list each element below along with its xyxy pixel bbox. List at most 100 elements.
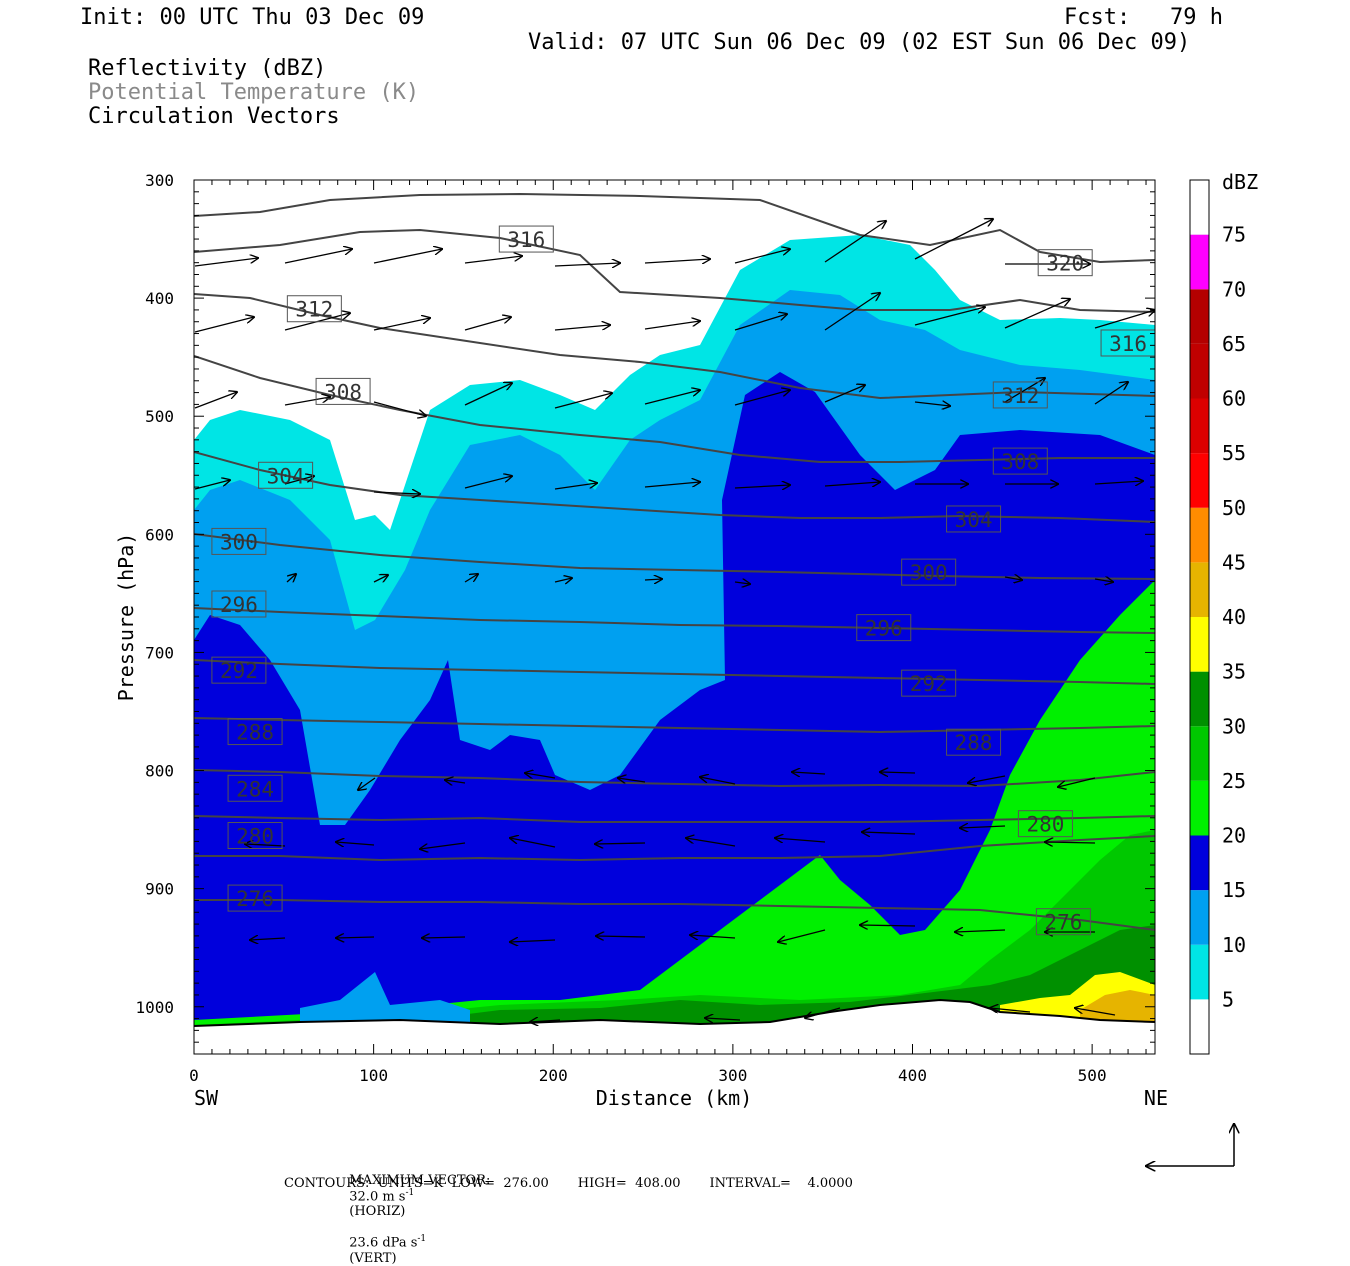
max-vector-line: MAXIMUM VECTOR: 32.0 m s-1 (HORIZ) 23.6 …: [349, 1173, 491, 1266]
vector-arrow: [420, 842, 466, 849]
vector-arrow: [510, 838, 556, 848]
colorbar-swatch: [1190, 890, 1209, 945]
vector-arrow: [464, 256, 522, 264]
vector-arrow: [734, 582, 750, 584]
colorbar-swatch-top: [1190, 180, 1209, 235]
theta-label-box: [946, 505, 1002, 533]
vector-arrow: [960, 826, 1006, 828]
colorbar-level-label: 10: [1222, 933, 1246, 957]
theta-line: [194, 717, 1155, 734]
field-reflectivity: Reflectivity (dBZ): [88, 56, 327, 81]
colorbar-level-label: 60: [1222, 387, 1246, 411]
theta-label: 292: [910, 672, 948, 696]
vector-arrow: [445, 780, 466, 783]
colorbar-title: dBZ: [1222, 170, 1258, 194]
colorbar-swatch: [1190, 780, 1209, 836]
vector-arrow: [734, 485, 790, 488]
vector-arrow: [358, 777, 376, 790]
colorbar-swatch: [1190, 944, 1209, 1000]
colorbar-swatch: [1190, 617, 1209, 672]
field-circulation-vectors: Circulation Vectors: [88, 104, 340, 129]
theta-label: 304: [955, 508, 993, 532]
vector-arrow: [705, 1018, 741, 1020]
vector-arrow: [778, 929, 826, 942]
vector-arrow: [336, 937, 375, 938]
theta-contour-labels: 316 320 312 316 308 312 304 308 304 300 300 296 296 2…: [211, 225, 1155, 936]
theta-label-box: [227, 774, 283, 802]
init-time: Init: 00 UTC Thu 03 Dec 09: [80, 5, 425, 30]
theta-line: [194, 815, 1155, 823]
theta-label: 300: [910, 561, 948, 585]
vector-arrow: [194, 258, 258, 267]
x-tick-label: 200: [539, 1066, 568, 1085]
colorbar-swatch: [1190, 562, 1209, 617]
theta-label: 308: [324, 380, 362, 404]
colorbar-swatch: [1190, 453, 1209, 508]
vector-arrow: [464, 574, 478, 583]
y-tick-label: 900: [145, 880, 174, 899]
vector-arrow: [554, 263, 620, 266]
circulation-vectors: [194, 219, 1155, 1022]
vector-arrow: [700, 777, 736, 785]
theta-label-box: [1017, 810, 1073, 838]
vector-arrow: [1094, 579, 1113, 582]
theta-line: [194, 533, 1155, 580]
theta-line: [194, 769, 1155, 788]
theta-line: [194, 451, 1155, 523]
vector-arrow: [373, 318, 430, 331]
vector-arrow: [644, 390, 700, 405]
vector-arrow: [464, 317, 511, 331]
theta-label: 288: [955, 731, 993, 755]
vector-arrow: [914, 219, 993, 260]
max-vert-value: 23.6 dPa s: [349, 1235, 418, 1251]
colorbar-level-label: 65: [1222, 332, 1246, 356]
vector-arrow: [955, 930, 1006, 932]
vector-arrow: [805, 1007, 841, 1018]
x-end-label-right: NE: [1144, 1086, 1168, 1110]
vector-arrow: [336, 842, 375, 845]
vector-arrow: [373, 401, 426, 416]
vector-arrow: [1094, 382, 1128, 405]
vector-arrow: [373, 249, 442, 264]
vector-arrow: [862, 832, 916, 834]
vector-arrow: [595, 843, 646, 844]
theta-label: 320: [1046, 252, 1084, 276]
theta-label: 292: [220, 659, 258, 683]
terrain-line: [194, 998, 1155, 1027]
theta-label-box: [1100, 329, 1155, 357]
theta-label: 312: [295, 298, 333, 322]
vector-arrow: [373, 492, 420, 494]
colorbar-level-label: 25: [1222, 769, 1246, 793]
theta-line: [194, 899, 1155, 931]
vector-arrow: [644, 259, 710, 263]
vert-unit: (VERT): [349, 1250, 397, 1266]
vector-arrow: [373, 575, 388, 582]
vector-arrow: [464, 383, 512, 406]
theta-label-box: [258, 461, 314, 489]
colorbar-swatch-below: [1190, 999, 1209, 1054]
vector-arrow: [245, 844, 286, 846]
vector-arrow: [596, 936, 646, 937]
theta-label: 296: [220, 593, 258, 617]
x-axis-title: Distance (km): [596, 1086, 753, 1110]
colorbar-level-label: 5: [1222, 987, 1234, 1011]
vector-arrow: [554, 483, 597, 490]
theta-label: 316: [1109, 332, 1147, 356]
y-tick-label: 400: [145, 289, 174, 308]
colorbar-level-label: 75: [1222, 223, 1246, 247]
y-tick-label: 700: [145, 643, 174, 662]
vector-arrow: [525, 773, 556, 778]
colorbar-frame: [1189, 179, 1210, 1055]
theta-label: 280: [236, 825, 274, 849]
vector-arrow: [880, 772, 916, 773]
theta-label-box: [992, 447, 1048, 475]
theta-label-box: [901, 669, 957, 697]
theta-label: 304: [267, 464, 305, 488]
colorbar-swatch: [1190, 398, 1209, 454]
theta-label-box: [946, 728, 1002, 756]
vector-arrow: [914, 307, 985, 326]
theta-label-box: [227, 718, 283, 746]
colorbar-level-label: 55: [1222, 441, 1246, 465]
vector-arrow: [824, 482, 880, 486]
